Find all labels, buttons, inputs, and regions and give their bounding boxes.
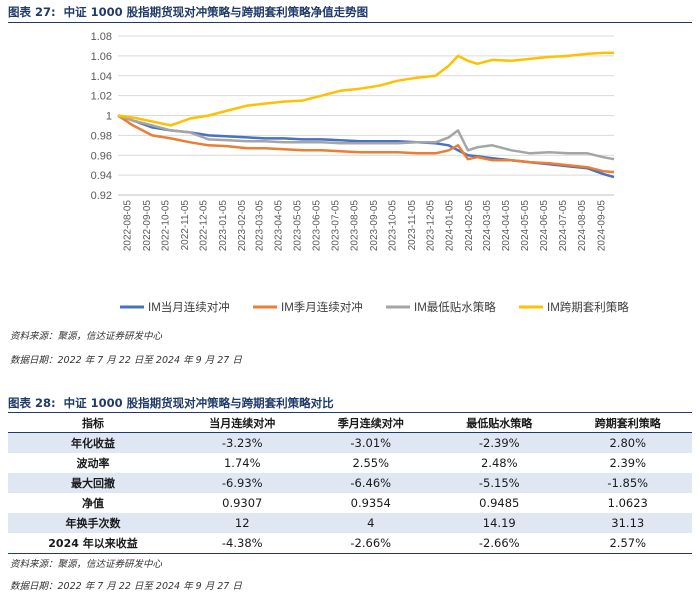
x-tick-label: 2023-06-05 xyxy=(312,200,323,252)
legend-label: IM当月连续对冲 xyxy=(148,300,230,314)
header-metric: 指标 xyxy=(8,414,178,433)
table-cell: 4 xyxy=(306,513,435,533)
series-line xyxy=(117,114,615,174)
table-cell: -1.85% xyxy=(563,473,692,493)
table-cell: -6.46% xyxy=(306,473,435,493)
figure-27-title-text: 中证 1000 股指期货现对冲策略与跨期套利策略净值走势图 xyxy=(63,5,369,19)
legend-label: IM最低贴水策略 xyxy=(414,300,496,314)
series-line xyxy=(117,114,615,161)
x-tick-label: 2024-02-05 xyxy=(464,200,475,252)
x-tick-label: 2024-06-05 xyxy=(539,200,550,252)
y-tick-label: 1.06 xyxy=(91,51,112,63)
table-cell: 1.0623 xyxy=(607,496,648,510)
header-im-calendar-arb: 跨期套利策略 xyxy=(563,414,692,433)
x-tick-label: 2024-01-05 xyxy=(445,200,456,252)
table-row: 净值 0.9307 0.9354 0.9485 1.0623 xyxy=(8,493,692,513)
row-label: 净值 xyxy=(82,497,104,510)
table-row: 年换手次数 12 4 14.19 31.13 xyxy=(8,513,692,533)
table-cell: -2.66% xyxy=(306,533,435,554)
table-cell: 1.74% xyxy=(223,456,261,470)
y-tick-label: 0.92 xyxy=(91,190,112,202)
x-tick-label: 2022-10-05 xyxy=(161,200,172,252)
figure-27-date-note: 数据日期：2022 年 7 月 22 日至 2024 年 9 月 27 日 xyxy=(10,355,242,366)
figure-28-label: 图表 28: xyxy=(8,396,56,410)
table-row: 波动率 1.74% 2.55% 2.48% 2.39% xyxy=(8,453,692,473)
table-cell: 0.9354 xyxy=(350,496,391,510)
series-line xyxy=(117,51,614,127)
table-header-row: 指标 当月连续对冲 季月连续对冲 最低贴水策略 跨期套利策略 xyxy=(8,414,692,433)
table-cell: 31.13 xyxy=(563,513,692,533)
figure-28-date-note: 数据日期：2022 年 7 月 22 日至 2024 年 9 月 27 日 xyxy=(10,581,242,592)
y-tick-label: 0.98 xyxy=(91,130,112,142)
net-value-line-chart: 0.92 0.94 0.96 0.98 1 1.02 1.04 1.06 1.08 2022-08… xyxy=(91,31,630,314)
table-cell: 2.80% xyxy=(563,432,692,453)
x-tick-label: 2023-07-05 xyxy=(330,200,341,252)
table-cell: 2.39% xyxy=(609,456,647,470)
table-cell: 14.19 xyxy=(435,513,564,533)
x-tick-label: 2023-05-05 xyxy=(292,200,303,252)
table-cell: 12 xyxy=(178,513,307,533)
y-tick-label: 0.94 xyxy=(91,170,112,182)
y-tick-label: 0.96 xyxy=(91,150,112,162)
x-tick-label: 2024-04-05 xyxy=(501,200,512,252)
table-cell: -3.01% xyxy=(306,432,435,453)
x-tick-label: 2022-11-05 xyxy=(180,200,191,251)
x-tick-label: 2023-01-05 xyxy=(218,200,229,252)
x-tick-label: 2024-03-05 xyxy=(482,200,493,252)
row-label: 最大回撤 xyxy=(8,473,178,493)
figure-28-title-text: 中证 1000 股指期货现对冲策略与跨期套利策略对比 xyxy=(63,396,334,410)
x-tick-label: 2023-08-05 xyxy=(350,200,361,252)
x-tick-label: 2024-07-05 xyxy=(558,200,569,252)
x-tick-label: 2024-09-05 xyxy=(596,200,607,252)
figure-27-label: 图表 27: xyxy=(8,5,56,19)
x-tick-label: 2022-09-05 xyxy=(142,200,153,252)
table-cell: -6.93% xyxy=(178,473,307,493)
legend-label: IM跨期套利策略 xyxy=(547,300,629,314)
legend-label: IM季月连续对冲 xyxy=(281,300,363,314)
table-row: 2024 年以来收益 -4.38% -2.66% -2.66% 2.57% xyxy=(8,533,692,554)
header-im-lowest-discount: 最低贴水策略 xyxy=(435,414,564,433)
y-tick-label: 1 xyxy=(106,111,112,123)
x-tick-label: 2023-10-05 xyxy=(387,200,398,252)
table-row: 最大回撤 -6.93% -6.46% -5.15% -1.85% xyxy=(8,473,692,493)
header-im-monthly: 当月连续对冲 xyxy=(178,414,307,433)
x-tick-label: 2023-12-05 xyxy=(425,200,436,252)
x-tick-label: 2022-08-05 xyxy=(123,200,134,252)
table-cell: -5.15% xyxy=(435,473,564,493)
table-cell: 0.9485 xyxy=(479,496,520,510)
figure-28-title: 图表 28: 中证 1000 股指期货现对冲策略与跨期套利策略对比 xyxy=(8,396,692,413)
strategy-comparison-table: 指标 当月连续对冲 季月连续对冲 最低贴水策略 跨期套利策略 年化收益 -3.2… xyxy=(8,414,692,554)
x-tick-label: 2024-05-05 xyxy=(520,200,531,252)
figure-27-title: 图表 27: 中证 1000 股指期货现对冲策略与跨期套利策略净值走势图 xyxy=(8,4,692,23)
table-cell: 2.57% xyxy=(563,533,692,554)
x-tick-label: 2022-12-05 xyxy=(199,200,210,252)
figure-28-source: 资料来源：聚源，信达证券研发中心 xyxy=(10,559,163,570)
table-cell: 2.48% xyxy=(480,456,518,470)
series-line xyxy=(117,114,615,179)
table-cell: -2.66% xyxy=(435,533,564,554)
table-row: 年化收益 -3.23% -3.01% -2.39% 2.80% xyxy=(8,432,692,453)
row-label: 年换手次数 xyxy=(8,513,178,533)
x-tick-label: 2023-02-05 xyxy=(237,200,248,252)
table-cell: -3.23% xyxy=(178,432,307,453)
header-im-quarterly: 季月连续对冲 xyxy=(306,414,435,433)
x-tick-label: 2024-08-05 xyxy=(577,200,588,252)
y-tick-label: 1.08 xyxy=(91,31,112,43)
figure-27-source: 资料来源：聚源，信达证券研发中心 xyxy=(10,331,163,342)
y-tick-label: 1.04 xyxy=(91,71,112,83)
table-cell: -4.38% xyxy=(178,533,307,554)
table-cell: -2.39% xyxy=(435,432,564,453)
row-label: 2024 年以来收益 xyxy=(8,533,178,554)
table-cell: 2.55% xyxy=(352,456,390,470)
x-tick-label: 2023-11-05 xyxy=(407,200,418,251)
y-tick-label: 1.02 xyxy=(91,91,112,103)
x-tick-label: 2023-09-05 xyxy=(369,200,380,252)
x-tick-label: 2023-04-05 xyxy=(274,200,285,252)
table-cell: 0.9307 xyxy=(222,496,263,510)
row-label: 年化收益 xyxy=(8,432,178,453)
row-label: 波动率 xyxy=(76,457,110,470)
x-tick-label: 2023-03-05 xyxy=(254,200,265,252)
